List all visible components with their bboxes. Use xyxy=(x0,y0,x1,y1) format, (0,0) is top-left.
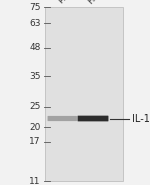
Text: 63: 63 xyxy=(29,19,40,28)
Text: 35: 35 xyxy=(29,72,40,81)
Text: 48: 48 xyxy=(29,43,40,52)
Bar xyxy=(45,7,123,181)
Text: 17: 17 xyxy=(29,137,40,146)
Text: 75: 75 xyxy=(29,3,40,12)
Text: 20: 20 xyxy=(29,123,40,132)
Text: 11: 11 xyxy=(29,177,40,185)
FancyBboxPatch shape xyxy=(48,116,77,121)
FancyBboxPatch shape xyxy=(78,116,108,121)
Text: 25: 25 xyxy=(29,102,40,111)
Text: Plasma: Plasma xyxy=(56,0,84,6)
Text: IL-1RA: IL-1RA xyxy=(132,114,150,124)
Text: Hemocyte: Hemocyte xyxy=(86,0,123,6)
